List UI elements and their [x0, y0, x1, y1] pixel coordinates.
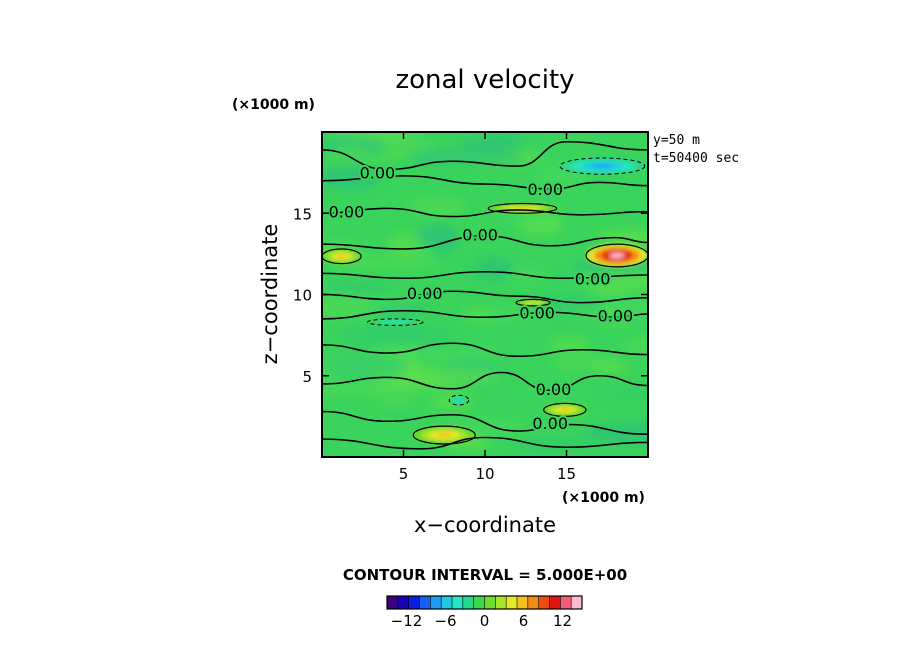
- negative-contour-8: [448, 394, 470, 406]
- colorbar-swatch-14: [538, 596, 550, 609]
- colorbar-swatch-8: [473, 596, 485, 609]
- negative-contour-6: [559, 157, 646, 175]
- info-line-y: y=50 m: [653, 133, 700, 148]
- contour-label-3: 0.00: [462, 225, 498, 244]
- negative-anomaly-8: [449, 395, 469, 405]
- contour-label-2: 0.00: [329, 203, 365, 222]
- zero-contour-0: [322, 140, 648, 171]
- colorbar-swatch-2: [408, 596, 420, 609]
- zero-contour-2: [322, 207, 648, 218]
- y-axis-label: z−coordinate: [258, 224, 282, 365]
- colorbar-ticks: −12 −6 0 6 12: [391, 612, 572, 630]
- colorbar-swatch-16: [560, 596, 572, 609]
- positive-contour-5: [412, 425, 476, 445]
- colorbar-swatch-3: [419, 596, 431, 609]
- positive-anomaly-3: [515, 299, 551, 306]
- contour-label-5: 0.00: [407, 284, 443, 303]
- positive-anomaly-0: [586, 244, 648, 267]
- negative-anomaly-6: [559, 158, 645, 175]
- positive-contour-0: [585, 243, 648, 268]
- zero-contour-5: [322, 290, 648, 304]
- colorbar-swatch-4: [430, 596, 442, 609]
- colorbar-tick-label-4: 12: [553, 612, 572, 630]
- zero-contour-6: [322, 309, 648, 320]
- colorbar-swatch-17: [571, 596, 583, 609]
- colorbar-swatch-1: [397, 596, 409, 609]
- colorbar-tick-label-3: 6: [519, 612, 529, 630]
- zero-contour-1: [322, 175, 648, 190]
- positive-contour-4: [543, 402, 587, 417]
- contour-label-9: 0.00: [532, 414, 568, 433]
- z-tick-label-0: 5: [302, 368, 312, 386]
- positive-anomaly-5: [413, 426, 476, 444]
- info-line-t: t=50400 sec: [653, 151, 739, 166]
- x-tick-label-0: 5: [399, 465, 409, 483]
- colorbar-swatch-7: [462, 596, 474, 609]
- positive-contour-2: [487, 202, 558, 214]
- zero-contour-10: [322, 436, 648, 450]
- contour-label-6: 0.00: [519, 303, 555, 322]
- negative-anomaly-7: [367, 318, 424, 326]
- contour-interval-text: CONTOUR INTERVAL = 5.000E+00: [343, 566, 627, 584]
- colorbar-swatch-12: [517, 596, 529, 609]
- colorbar-swatch-10: [495, 596, 507, 609]
- zero-contour-9: [322, 410, 648, 436]
- x-multiplier-label: (×1000 m): [562, 490, 645, 506]
- colorbar-swatch-15: [549, 596, 561, 609]
- colorbar-swatch-0: [387, 596, 399, 609]
- colorbar-tick-label-1: −6: [434, 612, 456, 630]
- zero-contour-3: [322, 235, 648, 250]
- z-tick-label-1: 10: [293, 287, 312, 305]
- colorbar-swatch-6: [452, 596, 464, 609]
- contour-label-8: 0.00: [536, 380, 572, 399]
- chart-title: zonal velocity: [395, 65, 574, 95]
- positive-contour-3: [515, 298, 551, 307]
- positive-contour-1: [322, 248, 362, 265]
- contour-label-7: 0.00: [598, 307, 634, 326]
- colorbar: [386, 595, 583, 610]
- contour-label-4: 0.00: [575, 269, 611, 288]
- positive-anomaly-1: [322, 249, 362, 264]
- colorbar-tick-label-2: 0: [480, 612, 490, 630]
- positive-anomaly-4: [543, 403, 587, 417]
- colorbar-swatch-9: [484, 596, 496, 609]
- colorbar-swatch-13: [527, 596, 539, 609]
- zero-contour-7: [322, 342, 648, 358]
- colorbar-tick-label-0: −12: [391, 612, 423, 630]
- colorbar-swatch-5: [441, 596, 453, 609]
- negative-contour-7: [367, 318, 424, 326]
- zero-contour-4: [322, 270, 648, 280]
- x-tick-label-2: 15: [557, 465, 576, 483]
- x-axis-label: x−coordinate: [414, 513, 556, 537]
- z-multiplier-label: (×1000 m): [232, 97, 315, 113]
- contour-label-1: 0.00: [527, 180, 563, 199]
- heatmap-field: 0.00 0.00 0.00 0.00 0.00 0.00 0.00 0.00 0.00 0.00: [322, 132, 648, 457]
- zero-contour-8: [322, 371, 648, 392]
- contour-label-0: 0.00: [360, 164, 396, 183]
- x-tick-label-1: 10: [475, 465, 494, 483]
- z-tick-label-2: 15: [293, 205, 312, 223]
- colorbar-swatch-11: [506, 596, 518, 609]
